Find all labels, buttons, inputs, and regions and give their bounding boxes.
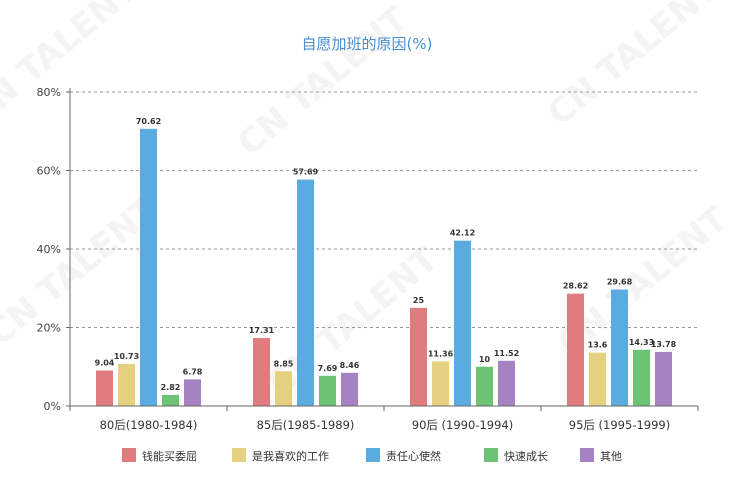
- data-label: 17.31: [249, 326, 275, 335]
- bar: [567, 293, 584, 406]
- data-label: 13.6: [588, 341, 608, 350]
- bar: [162, 394, 179, 406]
- data-label: 13.78: [651, 340, 677, 349]
- data-label: 11.36: [428, 349, 454, 358]
- data-label: 7.69: [318, 364, 338, 373]
- legend-label: 钱能买委屈: [142, 449, 197, 463]
- bar: [476, 366, 493, 406]
- bar: [319, 375, 336, 406]
- y-tick-label: 40%: [37, 243, 61, 256]
- y-axis: 0% 20% 40% 60% 80%: [37, 86, 71, 413]
- data-label: 11.52: [494, 349, 519, 358]
- data-label: 8.85: [274, 359, 294, 368]
- bar: [611, 289, 628, 406]
- data-label: 29.68: [607, 278, 633, 287]
- x-tick-label: 85后(1985-1989): [257, 418, 355, 432]
- data-label: 25: [413, 296, 425, 305]
- bar: [253, 338, 270, 406]
- legend-label: 责任心使然: [386, 449, 441, 463]
- data-label: 70.62: [136, 117, 161, 126]
- bar: [498, 360, 515, 406]
- x-tick-label: 95后 (1995-1999): [569, 418, 670, 432]
- chart-title: 自愿加班的原因(%): [302, 35, 433, 53]
- data-label: 57.69: [293, 168, 319, 177]
- bar: [454, 240, 471, 406]
- bar: [118, 363, 135, 406]
- bar: [410, 307, 427, 406]
- watermark-text: CN TALENT: [230, 0, 416, 164]
- bar: [140, 128, 157, 406]
- data-label: 6.78: [183, 367, 203, 376]
- grid: [70, 91, 698, 328]
- y-tick-label: 80%: [37, 86, 61, 99]
- watermark-text: CN TALENT: [0, 0, 146, 134]
- bar: [275, 371, 292, 406]
- legend-swatch: [484, 448, 498, 462]
- legend-swatch: [366, 448, 380, 462]
- data-label: 14.33: [629, 338, 654, 347]
- bar: [297, 179, 314, 406]
- x-axis: 80后(1980-1984) 85后(1985-1989) 90后 (1990-19…: [69, 405, 699, 432]
- legend-label: 其他: [600, 450, 622, 463]
- bar: [655, 351, 672, 406]
- data-label: 2.82: [161, 383, 181, 392]
- x-tick-label: 80后(1980-1984): [100, 418, 198, 432]
- y-tick-label: 20%: [37, 322, 61, 335]
- y-tick-label: 0%: [44, 400, 61, 413]
- y-tick-label: 60%: [37, 165, 61, 178]
- bar: [184, 379, 201, 406]
- data-label: 42.12: [450, 229, 475, 238]
- bar: [589, 352, 606, 406]
- data-label: 28.62: [563, 282, 588, 291]
- legend-swatch: [580, 448, 594, 462]
- data-label: 10: [479, 355, 491, 364]
- bar: [96, 370, 113, 406]
- bar: [341, 372, 358, 406]
- legend-label: 快速成长: [504, 450, 548, 463]
- legend-label: 是我喜欢的工作: [252, 449, 329, 463]
- data-label: 8.46: [340, 361, 360, 370]
- legend: 钱能买委屈 是我喜欢的工作 责任心使然 快速成长 其他: [122, 448, 622, 463]
- legend-swatch: [122, 448, 136, 462]
- watermark-text: CN TALENT: [540, 0, 726, 134]
- data-label: 10.73: [114, 352, 139, 361]
- x-tick-label: 90后 (1990-1994): [412, 418, 513, 432]
- bar: [633, 349, 650, 406]
- legend-swatch: [232, 448, 246, 462]
- bar: [432, 361, 449, 406]
- data-label: 9.04: [95, 359, 115, 368]
